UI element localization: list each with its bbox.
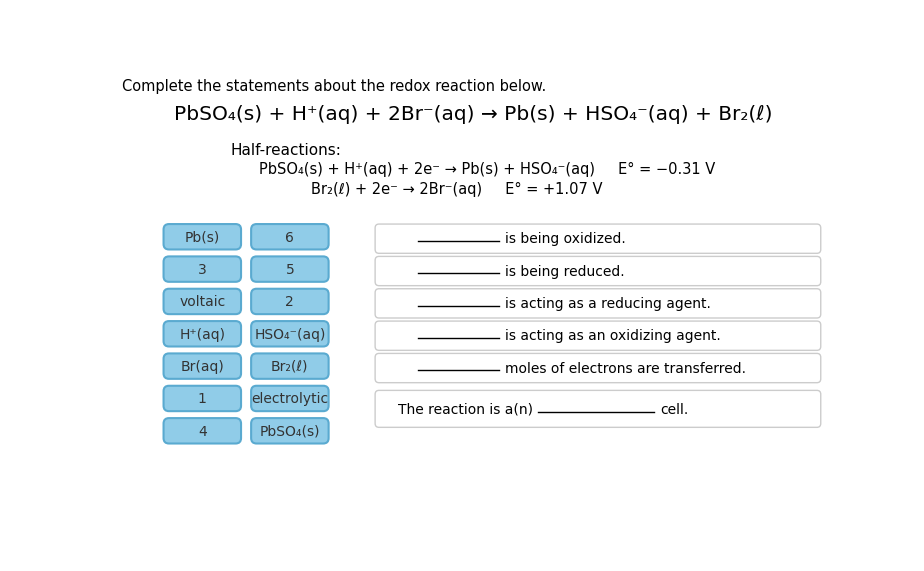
Text: 6: 6	[286, 231, 295, 244]
FancyBboxPatch shape	[375, 353, 821, 383]
FancyBboxPatch shape	[251, 256, 329, 282]
Text: is acting as an oxidizing agent.: is acting as an oxidizing agent.	[505, 329, 721, 344]
FancyBboxPatch shape	[164, 321, 241, 347]
Text: HSO₄⁻(aq): HSO₄⁻(aq)	[254, 328, 325, 341]
Text: is being reduced.: is being reduced.	[505, 265, 625, 279]
Text: PbSO₄(s) + H⁺(aq) + 2e⁻ → Pb(s) + HSO₄⁻(aq)     E° = −0.31 V: PbSO₄(s) + H⁺(aq) + 2e⁻ → Pb(s) + HSO₄⁻(…	[259, 162, 715, 176]
FancyBboxPatch shape	[251, 224, 329, 250]
Text: Complete the statements about the redox reaction below.: Complete the statements about the redox …	[122, 79, 546, 94]
Text: H⁺(aq): H⁺(aq)	[179, 328, 225, 341]
Text: 3: 3	[198, 263, 207, 277]
Text: Half-reactions:: Half-reactions:	[230, 143, 341, 158]
FancyBboxPatch shape	[375, 321, 821, 351]
Text: moles of electrons are transferred.: moles of electrons are transferred.	[505, 362, 747, 376]
Text: is being oxidized.: is being oxidized.	[505, 232, 626, 247]
FancyBboxPatch shape	[251, 289, 329, 314]
FancyBboxPatch shape	[164, 289, 241, 314]
Text: 1: 1	[198, 392, 207, 406]
Text: Br(aq): Br(aq)	[180, 360, 225, 374]
Text: 4: 4	[198, 425, 207, 439]
Text: voltaic: voltaic	[179, 295, 225, 309]
FancyBboxPatch shape	[251, 418, 329, 444]
Text: PbSO₄(s): PbSO₄(s)	[260, 425, 320, 439]
FancyBboxPatch shape	[164, 353, 241, 379]
FancyBboxPatch shape	[375, 391, 821, 427]
Text: 5: 5	[286, 263, 294, 277]
Text: Br₂(ℓ): Br₂(ℓ)	[271, 360, 309, 374]
FancyBboxPatch shape	[251, 321, 329, 347]
Text: electrolytic: electrolytic	[251, 392, 328, 406]
Text: The reaction is a(n): The reaction is a(n)	[398, 403, 533, 417]
FancyBboxPatch shape	[375, 289, 821, 318]
FancyBboxPatch shape	[375, 256, 821, 286]
Text: is acting as a reducing agent.: is acting as a reducing agent.	[505, 297, 711, 311]
Text: cell.: cell.	[661, 403, 688, 417]
FancyBboxPatch shape	[164, 418, 241, 444]
FancyBboxPatch shape	[251, 353, 329, 379]
FancyBboxPatch shape	[164, 256, 241, 282]
FancyBboxPatch shape	[375, 224, 821, 254]
Text: Pb(s): Pb(s)	[185, 231, 220, 244]
FancyBboxPatch shape	[164, 386, 241, 411]
Text: Br₂(ℓ) + 2e⁻ → 2Br⁻(aq)     E° = +1.07 V: Br₂(ℓ) + 2e⁻ → 2Br⁻(aq) E° = +1.07 V	[310, 183, 602, 198]
Text: PbSO₄(s) + H⁺(aq) + 2Br⁻(aq) → Pb(s) + HSO₄⁻(aq) + Br₂(ℓ): PbSO₄(s) + H⁺(aq) + 2Br⁻(aq) → Pb(s) + H…	[175, 106, 772, 124]
Text: 2: 2	[286, 295, 294, 309]
FancyBboxPatch shape	[164, 224, 241, 250]
FancyBboxPatch shape	[251, 386, 329, 411]
